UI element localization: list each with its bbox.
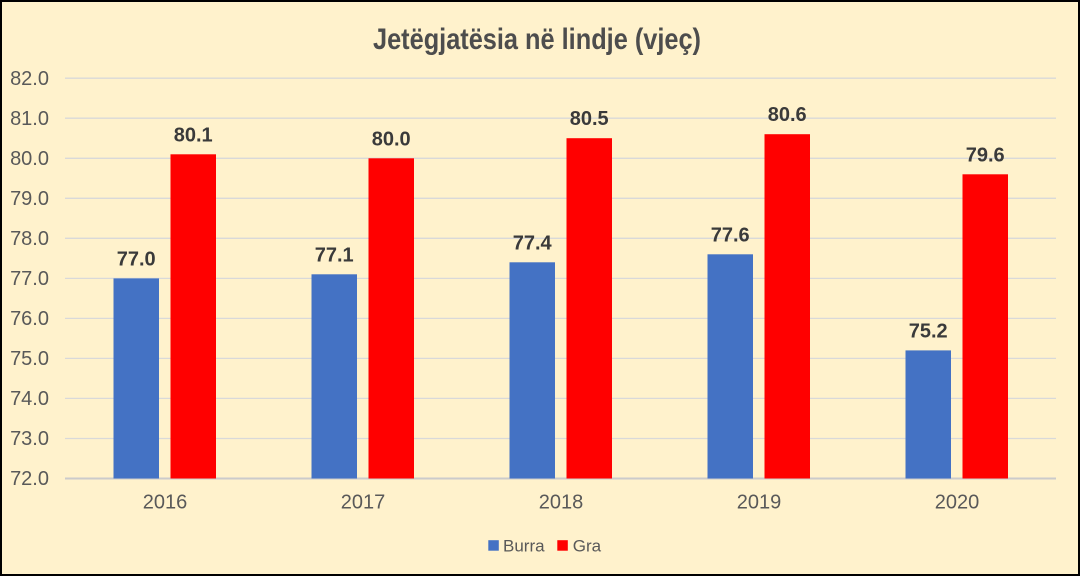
svg-text:77.0: 77.0 xyxy=(10,268,49,290)
svg-text:77.4: 77.4 xyxy=(513,232,553,254)
svg-text:2018: 2018 xyxy=(539,492,584,514)
svg-text:2017: 2017 xyxy=(341,492,386,514)
svg-text:Jetëgjatësia në lindje (vjeç): Jetëgjatësia në lindje (vjeç) xyxy=(373,23,701,56)
svg-text:82.0: 82.0 xyxy=(10,68,49,90)
svg-text:2020: 2020 xyxy=(935,492,980,514)
svg-text:79.6: 79.6 xyxy=(966,144,1005,166)
svg-text:77.0: 77.0 xyxy=(117,248,156,270)
svg-text:76.0: 76.0 xyxy=(10,308,49,330)
svg-text:80.0: 80.0 xyxy=(372,128,411,150)
svg-text:77.6: 77.6 xyxy=(711,224,750,246)
svg-text:81.0: 81.0 xyxy=(10,108,49,130)
svg-text:74.0: 74.0 xyxy=(10,388,49,410)
svg-text:72.0: 72.0 xyxy=(10,468,49,490)
svg-text:80.0: 80.0 xyxy=(10,148,49,170)
svg-text:77.1: 77.1 xyxy=(315,244,354,266)
svg-text:75.2: 75.2 xyxy=(909,320,948,342)
svg-text:Burra: Burra xyxy=(503,536,545,555)
svg-text:Gra: Gra xyxy=(573,536,602,555)
svg-text:80.5: 80.5 xyxy=(570,108,609,130)
svg-text:73.0: 73.0 xyxy=(10,428,49,450)
svg-text:2016: 2016 xyxy=(143,492,188,514)
svg-text:80.1: 80.1 xyxy=(174,124,213,146)
svg-text:75.0: 75.0 xyxy=(10,348,49,370)
svg-text:2019: 2019 xyxy=(737,492,782,514)
svg-text:80.6: 80.6 xyxy=(768,104,807,126)
svg-text:78.0: 78.0 xyxy=(10,228,49,250)
svg-text:79.0: 79.0 xyxy=(10,188,49,210)
